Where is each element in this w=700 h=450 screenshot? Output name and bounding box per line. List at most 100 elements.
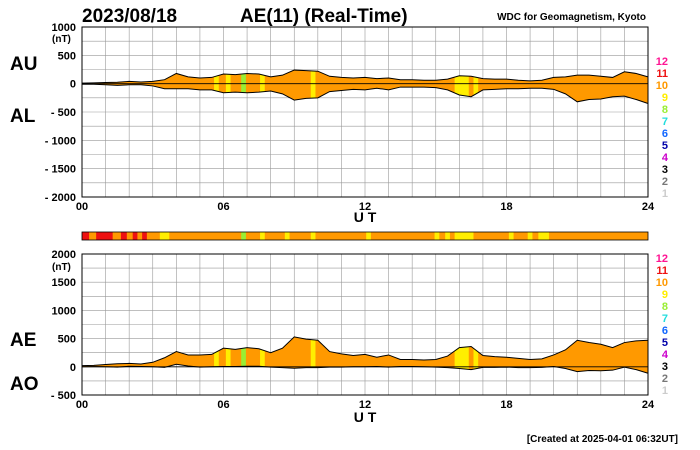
legend-entry: 1 xyxy=(662,188,668,200)
ae-series-label: AE xyxy=(10,330,36,351)
y-tick-label: 0 xyxy=(70,362,76,374)
grid-lines xyxy=(82,254,648,395)
created-timestamp: [Created at 2025-04-01 06:32UT] xyxy=(527,434,678,445)
legend-entry: 9 xyxy=(662,92,668,104)
y-tick-label: 1000 xyxy=(52,305,76,317)
upper-series-line xyxy=(81,336,649,367)
quality-band xyxy=(260,70,265,104)
strip-segment xyxy=(284,232,290,240)
legend-entry: 4 xyxy=(662,349,669,361)
strip-segment xyxy=(241,232,246,240)
strip-segment xyxy=(538,232,549,240)
plot-frame xyxy=(81,253,649,396)
x-tick-label: 24 xyxy=(642,399,655,411)
strip-background xyxy=(82,232,648,240)
legend-entry: 7 xyxy=(662,116,668,128)
bottom-x-axis-label: U T xyxy=(354,409,377,425)
legend-entry: 8 xyxy=(662,301,668,313)
x-tick-label: 12 xyxy=(359,399,371,411)
x-tick-label: 24 xyxy=(642,201,655,213)
strip-segment xyxy=(96,232,113,240)
y-tick-label: - 1000 xyxy=(45,135,76,147)
ao-series-label: AO xyxy=(10,374,39,395)
quality-band xyxy=(214,336,219,374)
legend-entry: 11 xyxy=(656,68,668,80)
legend-entry: 10 xyxy=(656,277,668,289)
quality-band xyxy=(473,70,479,104)
quality-band xyxy=(225,70,231,104)
quality-band xyxy=(473,336,479,374)
legend-entry: 5 xyxy=(662,140,668,152)
data-source-label: WDC for Geomagnetism, Kyoto xyxy=(497,12,646,23)
plot-frame xyxy=(81,26,649,198)
y-tick-label: - 500 xyxy=(51,390,76,402)
date-title: 2023/08/18 xyxy=(82,6,177,27)
envelope-fill xyxy=(82,70,648,104)
upper-series-line xyxy=(81,69,649,84)
quality-band xyxy=(310,70,316,104)
y-tick-label: - 2000 xyxy=(45,192,76,204)
y-tick-label: - 1500 xyxy=(45,164,76,176)
quality-band xyxy=(310,336,316,374)
x-tick-label: 18 xyxy=(500,201,512,213)
legend-entry: 12 xyxy=(656,56,668,68)
legend-entry: 10 xyxy=(656,80,668,92)
legend-entry: 5 xyxy=(662,337,668,349)
strip-segment xyxy=(445,232,450,240)
envelope-fill xyxy=(82,336,648,374)
legend-entry: 2 xyxy=(662,373,668,385)
legend-entry: 2 xyxy=(662,176,668,188)
legend-entry: 12 xyxy=(656,253,668,265)
x-tick-label: 00 xyxy=(76,201,88,213)
strip-segment xyxy=(82,232,90,240)
strip-segment xyxy=(310,232,316,240)
legend-entry: 6 xyxy=(662,128,668,140)
strip-segment xyxy=(142,232,147,240)
x-tick-label: 12 xyxy=(359,201,371,213)
strip-frame xyxy=(81,231,649,241)
strip-segment xyxy=(132,232,138,240)
top-y-unit-label: (nT) xyxy=(52,34,71,45)
plot-title: AE(11) (Real-Time) xyxy=(240,6,408,27)
legend-entry: 6 xyxy=(662,325,668,337)
y-tick-label: 1500 xyxy=(52,277,76,289)
data-quality-strip xyxy=(81,231,649,241)
strip-segment xyxy=(260,232,265,240)
x-tick-label: 06 xyxy=(217,399,229,411)
top-x-axis-label: U T xyxy=(354,209,377,225)
legend-entry: 7 xyxy=(662,313,668,325)
strip-segment xyxy=(120,232,127,240)
legend-entry: 3 xyxy=(662,361,668,373)
x-tick-label: 18 xyxy=(500,399,512,411)
y-tick-label: 500 xyxy=(58,50,76,62)
lower-series-line xyxy=(82,83,649,104)
legend-entry: 3 xyxy=(662,164,668,176)
strip-segment xyxy=(454,232,474,240)
quality-band xyxy=(214,70,219,104)
al-series-label: AL xyxy=(10,106,36,127)
legend-entry: 1 xyxy=(662,385,668,397)
bottom-y-unit-label: (nT) xyxy=(52,262,71,273)
strip-segment xyxy=(508,232,514,240)
y-tick-label: 1000 xyxy=(52,22,76,34)
strip-segment xyxy=(159,232,170,240)
y-tick-label: 2000 xyxy=(52,249,76,261)
quality-band xyxy=(225,336,231,374)
quality-band xyxy=(241,336,246,374)
x-tick-label: 00 xyxy=(76,399,88,411)
y-tick-label: - 500 xyxy=(51,107,76,119)
y-tick-label: 500 xyxy=(58,334,76,346)
y-tick-label: 0 xyxy=(70,79,76,91)
strip-segment xyxy=(366,232,371,240)
grid-lines xyxy=(82,27,648,197)
x-tick-label: 06 xyxy=(217,201,229,213)
legend-entry: 4 xyxy=(662,152,669,164)
strip-segment xyxy=(434,232,440,240)
legend-entry: 8 xyxy=(662,104,668,116)
legend-entry: 11 xyxy=(656,265,668,277)
quality-band xyxy=(260,336,265,374)
au-series-label: AU xyxy=(10,54,37,75)
